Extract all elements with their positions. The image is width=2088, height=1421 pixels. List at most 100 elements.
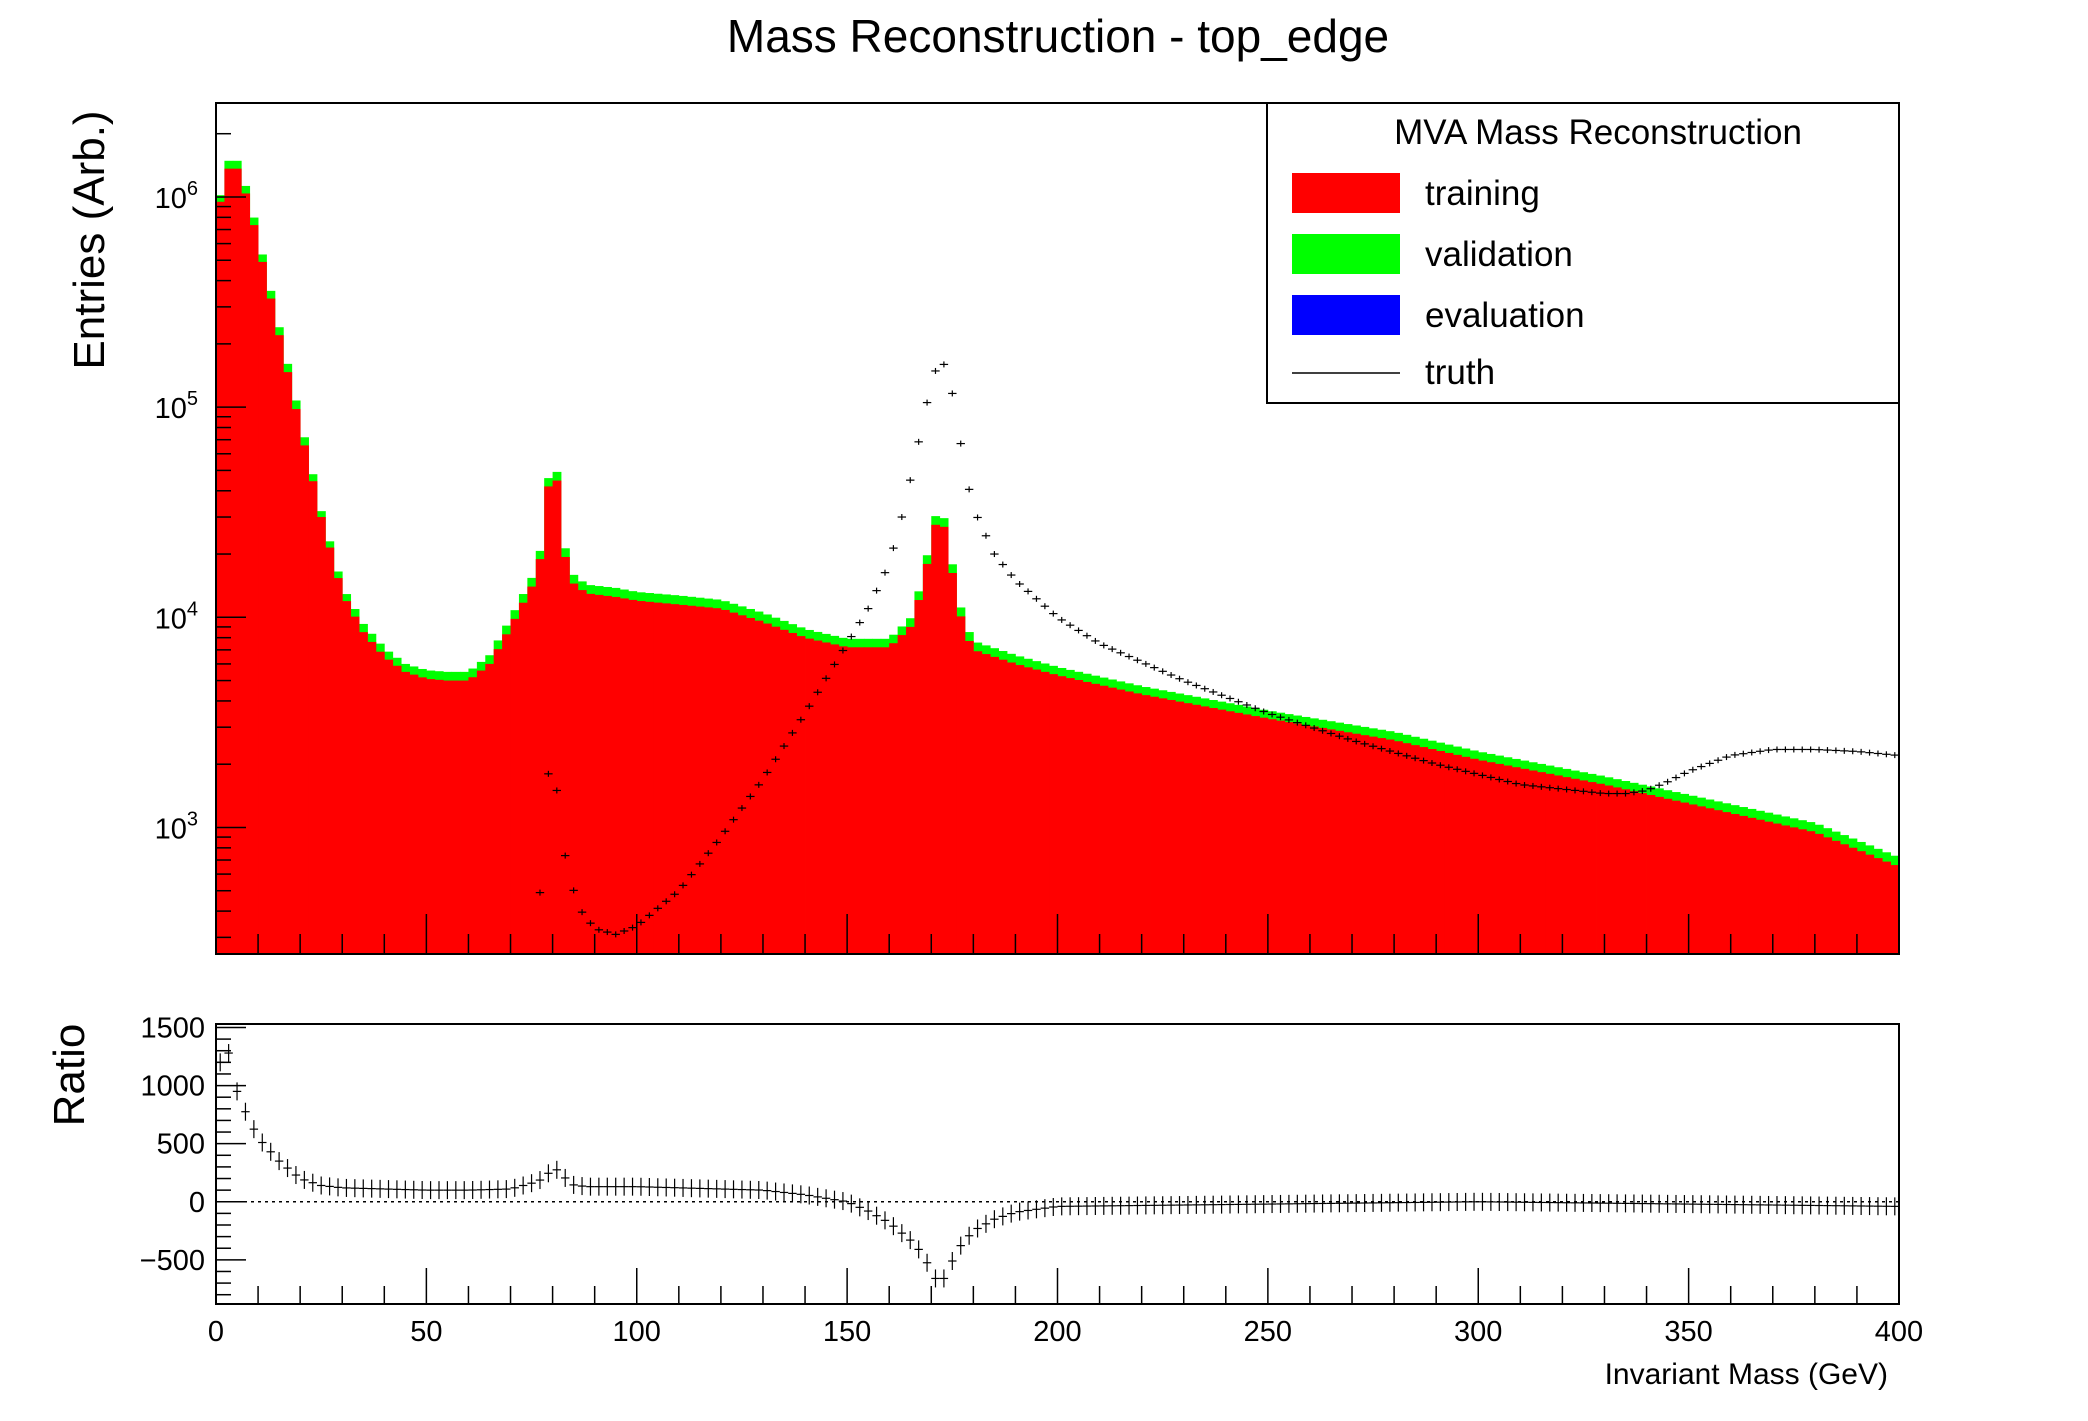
training-bar [359, 632, 368, 954]
truth-point [838, 647, 848, 654]
chart-title: Mass Reconstruction - top_edge [727, 10, 1389, 62]
ratio-point [1301, 1194, 1310, 1213]
ratio-point [258, 1133, 267, 1152]
ratio-point [493, 1180, 503, 1199]
ratio-point [1124, 1196, 1134, 1215]
training-bar [1663, 798, 1673, 954]
training-bar [813, 640, 823, 954]
ratio-point [746, 1180, 755, 1199]
ratio-point [1453, 1192, 1462, 1211]
ratio-point [1823, 1196, 1832, 1215]
training-bar [283, 372, 293, 954]
ratio-point [1099, 1196, 1108, 1215]
ratio-point [872, 1206, 881, 1225]
truth-point [1663, 778, 1672, 785]
training-bar [316, 517, 326, 954]
training-bar [1158, 698, 1168, 954]
ratio-point [1587, 1194, 1597, 1213]
training-bar [779, 629, 789, 954]
truth-point [712, 839, 721, 846]
ratio-point [1537, 1193, 1546, 1212]
training-bar [1251, 716, 1260, 954]
truth-point [956, 440, 965, 447]
truth-point [1251, 705, 1260, 712]
training-bar [948, 573, 957, 954]
ratio-point [1007, 1204, 1016, 1223]
truth-point [1242, 701, 1252, 708]
ratio-point [762, 1181, 772, 1200]
training-bar [1823, 837, 1833, 954]
training-bar [350, 616, 360, 954]
training-bar [535, 559, 545, 954]
training-bar [1688, 804, 1698, 954]
training-bar [1537, 772, 1546, 954]
training-bar [964, 641, 974, 954]
training-bar [1276, 720, 1286, 954]
training-bar [342, 601, 352, 954]
truth-point [964, 486, 974, 493]
ratio-point [1251, 1195, 1260, 1214]
training-bar [704, 607, 713, 954]
ratio-point [316, 1176, 326, 1195]
training-bar [1697, 806, 1706, 954]
truth-point [1318, 727, 1327, 734]
training-bar [1175, 701, 1185, 954]
y-tick-label-ratio: 1000 [140, 1071, 205, 1103]
ratio-point [485, 1180, 494, 1199]
ratio-point [1612, 1194, 1622, 1213]
ratio-point [1680, 1195, 1689, 1214]
truth-point [1680, 770, 1689, 777]
truth-point [1806, 746, 1815, 753]
x-tick-label: 0 [208, 1316, 224, 1348]
truth-point [1394, 750, 1403, 757]
truth-point [1772, 746, 1782, 753]
training-bar [518, 602, 528, 954]
ratio-point [434, 1181, 444, 1200]
truth-point [1436, 762, 1445, 769]
ratio-point [1427, 1193, 1437, 1212]
ratio-point [1419, 1193, 1428, 1212]
training-bar [914, 600, 924, 954]
ratio-point [813, 1187, 822, 1206]
ratio-point [687, 1179, 696, 1198]
ratio-point [1461, 1192, 1470, 1211]
training-bar [863, 647, 873, 954]
ratio-point [1234, 1195, 1243, 1214]
truth-point [1183, 679, 1193, 686]
training-bar [1478, 760, 1488, 954]
ratio-point [838, 1192, 848, 1211]
ratio-point [451, 1181, 461, 1200]
training-bar [417, 677, 427, 954]
ratio-point [1865, 1197, 1874, 1216]
ratio-point [1309, 1194, 1319, 1213]
ratio-point [283, 1159, 292, 1178]
truth-point [1612, 790, 1622, 797]
ratio-point [561, 1168, 570, 1187]
ratio-point [1082, 1197, 1092, 1216]
ratio-point [1646, 1194, 1655, 1213]
truth-point [1040, 603, 1050, 610]
truth-point [636, 919, 646, 926]
truth-point [1545, 784, 1554, 791]
ratio-point [628, 1177, 637, 1196]
training-bar [1436, 750, 1445, 954]
ratio-point [1562, 1193, 1571, 1212]
ratio-point [1697, 1195, 1706, 1214]
truth-point [1848, 748, 1857, 755]
ratio-point [1436, 1193, 1445, 1212]
ratio-point [863, 1202, 873, 1221]
truth-point [1798, 746, 1807, 753]
ratio-point [889, 1217, 898, 1236]
truth-point [897, 514, 907, 521]
training-bar [1284, 722, 1294, 954]
x-tick-label: 150 [823, 1316, 871, 1348]
ratio-point [1486, 1192, 1496, 1211]
ratio-point [981, 1214, 991, 1233]
training-bar [1032, 669, 1042, 954]
y-tick-label-ratio: 0 [189, 1187, 205, 1219]
y-tick-label-ratio: −500 [140, 1245, 205, 1277]
truth-point [1267, 711, 1277, 718]
truth-point [737, 805, 747, 812]
truth-point [704, 850, 713, 857]
